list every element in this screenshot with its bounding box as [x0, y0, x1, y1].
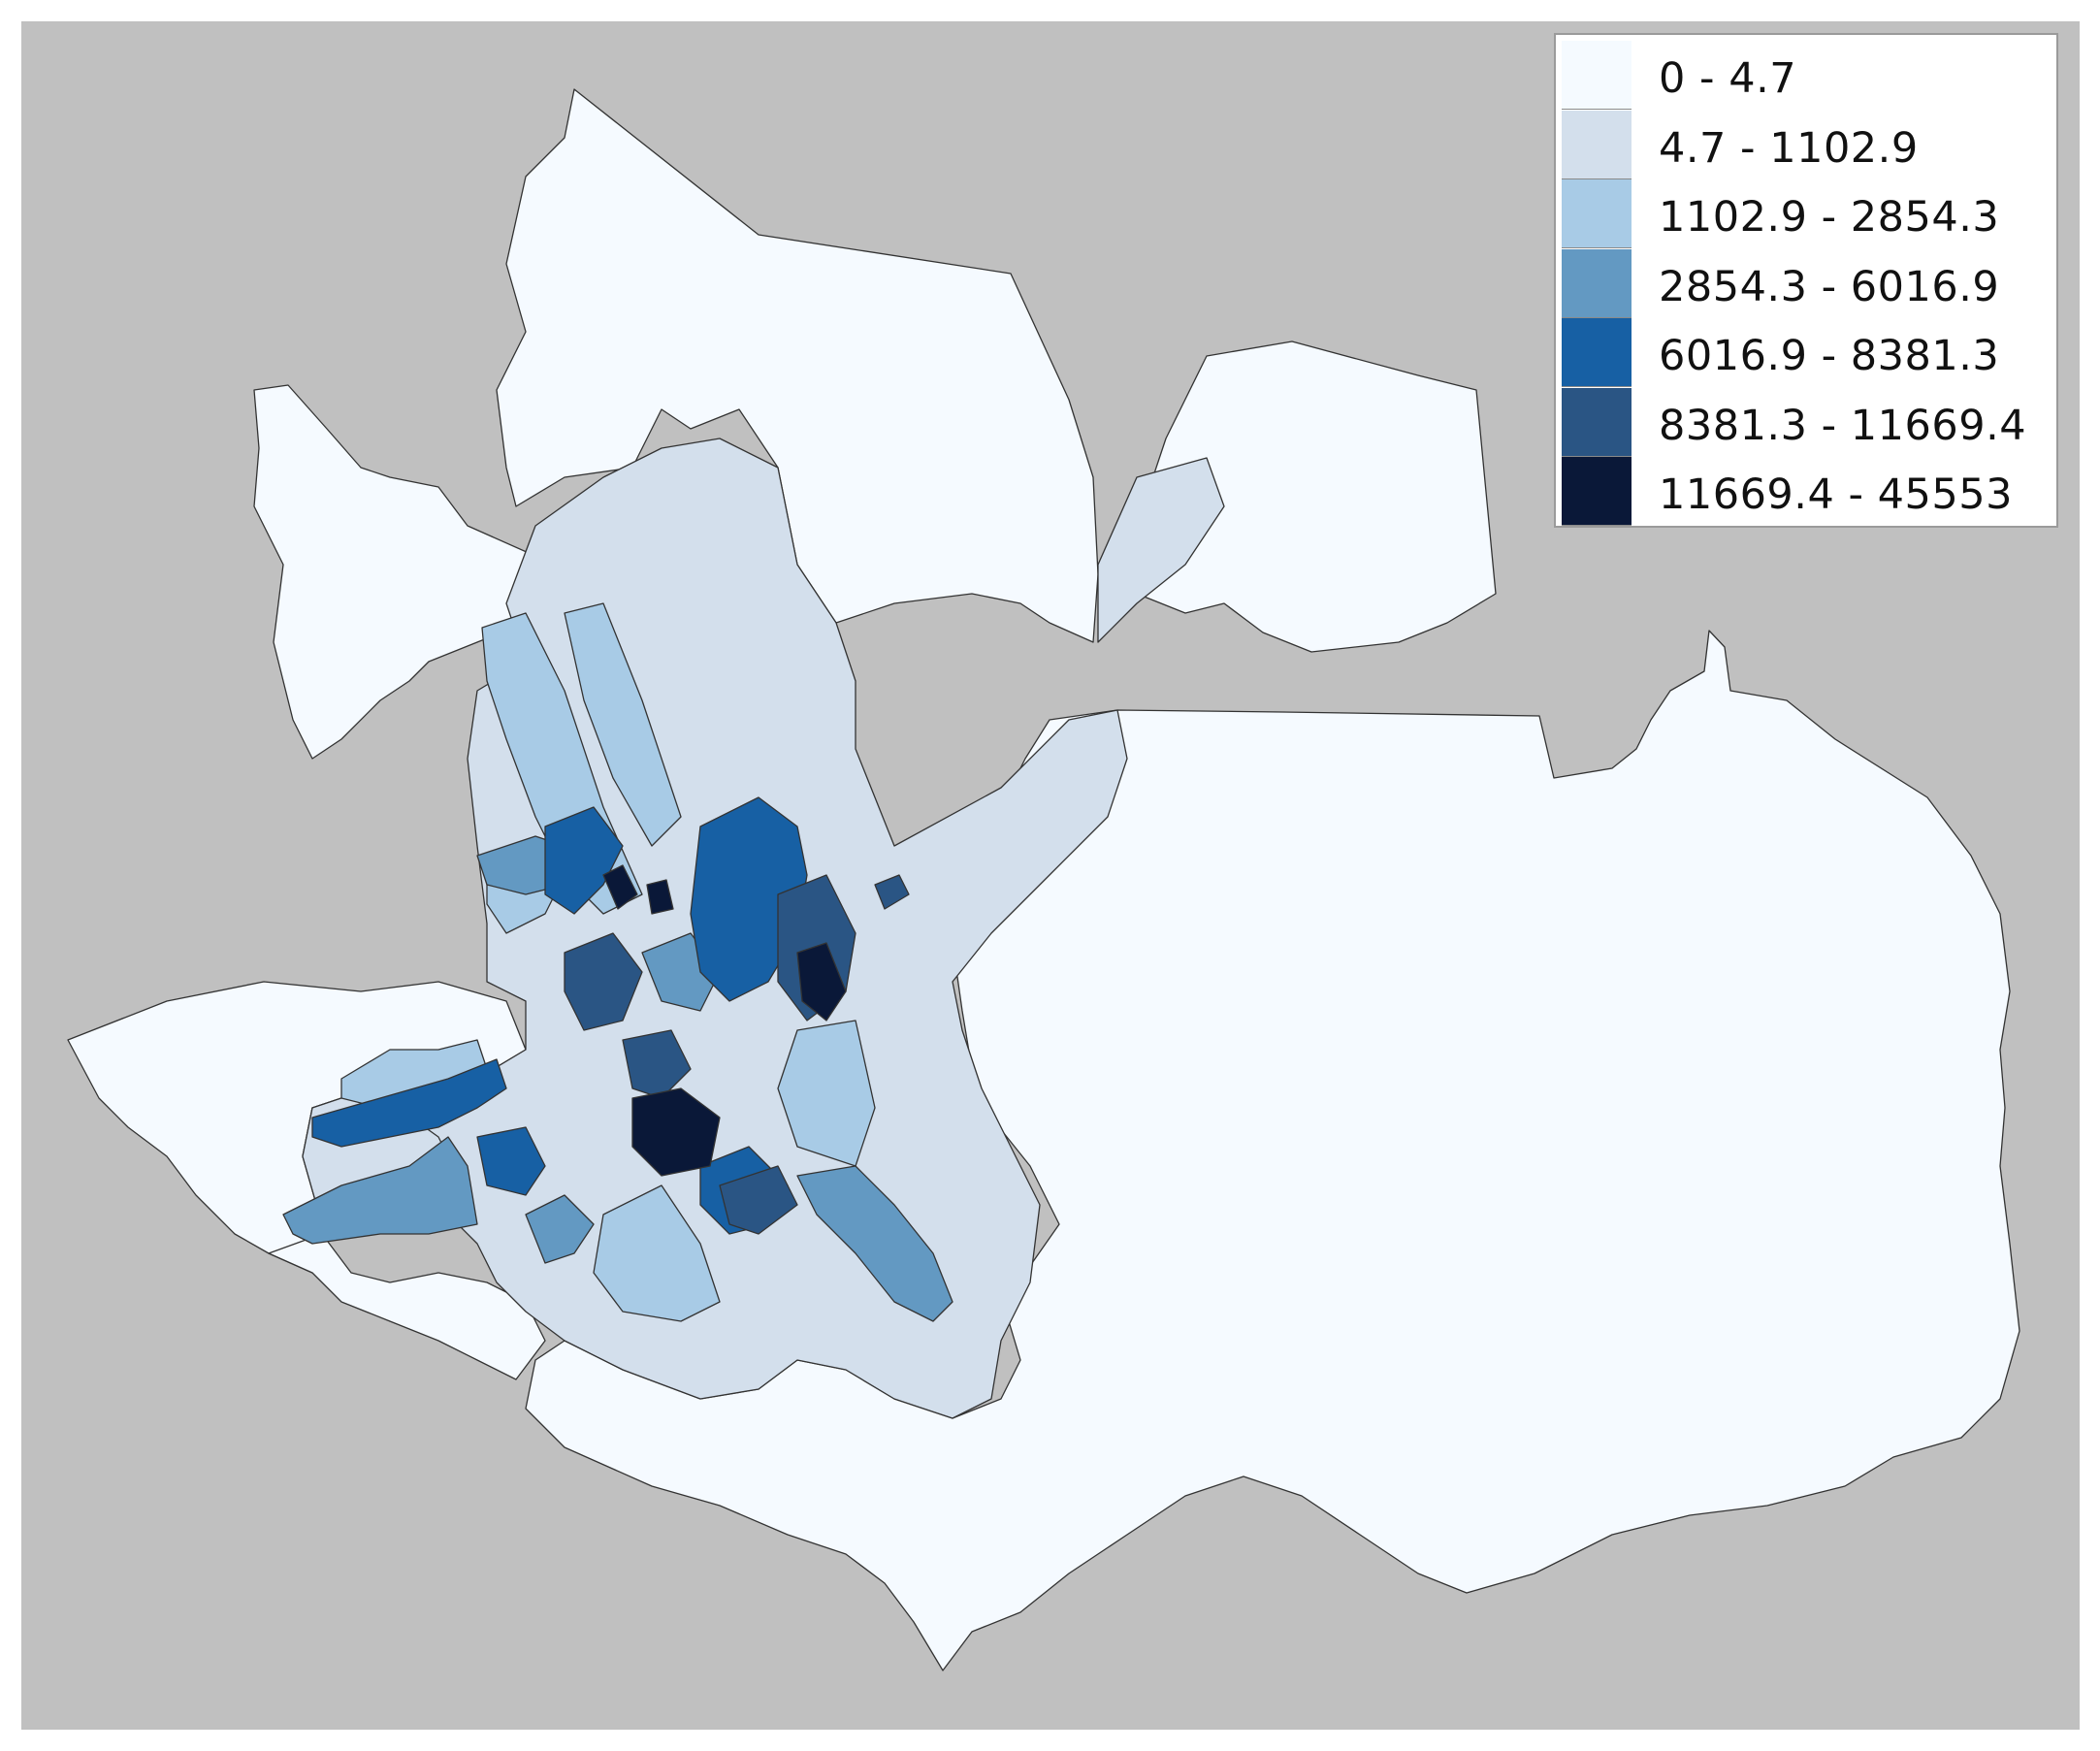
legend: 0 - 4.7 4.7 - 1102.9 1102.9 - 2854.3 2854.3… [1554, 33, 2058, 528]
map-region [602, 864, 638, 910]
legend-item: 2854.3 - 6016.9 [1562, 248, 2052, 319]
legend-swatch [1562, 41, 1632, 110]
legend-swatch [1562, 387, 1632, 457]
map-region [311, 1058, 507, 1148]
legend-label: 8381.3 - 11669.4 [1659, 401, 2027, 450]
map-class-5 [564, 874, 910, 1235]
map-region [253, 384, 565, 760]
map-region [476, 1126, 546, 1196]
legend-label: 0 - 4.7 [1659, 54, 1797, 103]
map-region [646, 879, 674, 915]
legend-item: 8381.3 - 11669.4 [1562, 387, 2052, 458]
map-region [544, 806, 624, 915]
map-region [593, 1184, 721, 1322]
legend-item: 11669.4 - 45553 [1562, 457, 2052, 527]
legend-label: 4.7 - 1102.9 [1659, 123, 1919, 173]
map-region [719, 1165, 798, 1235]
map-region [1097, 457, 1225, 643]
map-class-0 [67, 88, 2020, 1671]
map-region [874, 874, 910, 910]
map-region [564, 932, 643, 1031]
map-class-6 [602, 864, 847, 1177]
legend-label: 2854.3 - 6016.9 [1659, 262, 2000, 311]
legend-item: 0 - 4.7 [1562, 41, 2052, 111]
map-region [525, 1194, 595, 1264]
legend-swatch [1562, 457, 1632, 526]
legend-swatch [1562, 179, 1632, 248]
map-region [631, 1087, 721, 1177]
legend-label: 1102.9 - 2854.3 [1659, 193, 2000, 242]
legend-item: 4.7 - 1102.9 [1562, 110, 2052, 180]
legend-label: 11669.4 - 45553 [1659, 470, 2013, 519]
legend-item: 6016.9 - 8381.3 [1562, 318, 2052, 388]
choropleth-map [67, 88, 2020, 1671]
map-class-3 [282, 835, 953, 1322]
legend-label: 6016.9 - 8381.3 [1659, 332, 2000, 380]
map-region [796, 942, 847, 1021]
legend-swatch [1562, 248, 1632, 318]
map-region [282, 1136, 478, 1245]
map-region [564, 602, 682, 847]
map-region [622, 1029, 692, 1099]
legend-item: 1102.9 - 2854.3 [1562, 179, 2052, 249]
map-frame: 0 - 4.7 4.7 - 1102.9 1102.9 - 2854.3 2854.3… [21, 21, 2080, 1730]
map-region [796, 1165, 953, 1322]
legend-swatch [1562, 110, 1632, 179]
legend-swatch [1562, 318, 1632, 387]
map-region [268, 1233, 546, 1380]
map-class-2 [340, 602, 876, 1322]
